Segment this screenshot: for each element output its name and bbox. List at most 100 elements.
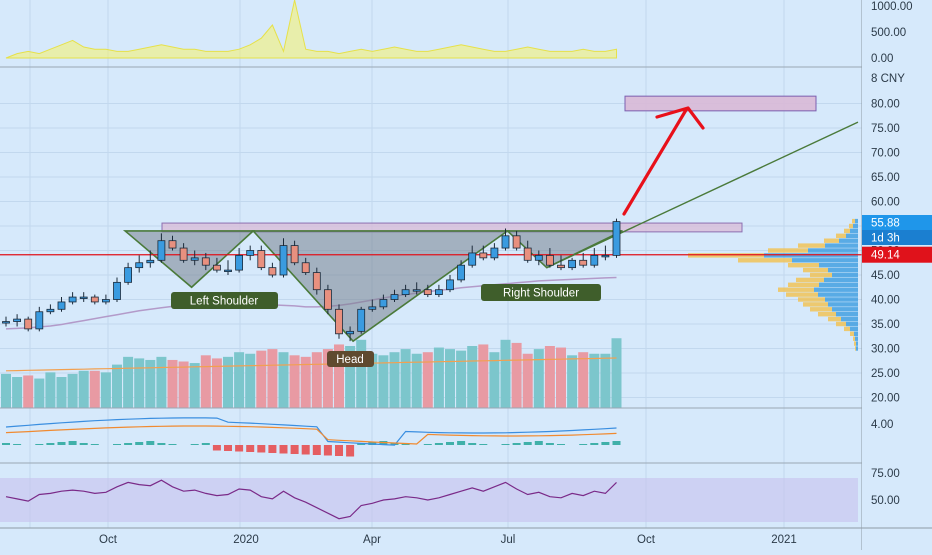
volume-bar — [167, 359, 178, 408]
candle-body — [102, 299, 110, 303]
volume-profile-bar — [810, 307, 832, 312]
volume-bar — [278, 352, 289, 408]
countdown-tag — [862, 230, 932, 245]
volume-bar — [112, 364, 122, 408]
price-unit-label: 8 CNY — [871, 73, 905, 85]
candle-body — [390, 294, 399, 300]
volume-profile-bar — [803, 302, 828, 307]
volume-bar — [211, 358, 222, 408]
volume-profile-bar — [853, 336, 855, 341]
volume-profile-bar — [850, 326, 858, 332]
candle-body — [212, 264, 221, 271]
volume-bar — [245, 353, 256, 408]
volume-bar — [345, 346, 356, 408]
candle-body — [568, 259, 576, 269]
macd-histogram-bar — [57, 442, 66, 445]
volume-profile-bar — [825, 243, 858, 248]
macd-histogram-bar — [323, 445, 332, 456]
rsi-tick-label: 50.00 — [871, 495, 900, 507]
volume-bar — [145, 359, 156, 408]
volume-bar — [300, 356, 311, 408]
macd-histogram-bar — [557, 444, 565, 445]
time-axis[interactable]: Oct 2020 Apr Jul Oct 2021 — [99, 534, 797, 546]
price-tick-label: 60.00 — [871, 197, 900, 209]
volume-bar — [567, 355, 578, 408]
candle-body — [257, 250, 266, 269]
candle-body — [423, 289, 432, 296]
candle-body — [546, 254, 554, 266]
volume-profile-bar — [778, 287, 814, 292]
volume-profile-bar — [796, 277, 824, 283]
candle-body — [412, 289, 421, 292]
macd-histogram-bar — [446, 442, 454, 445]
volume-profile-bar — [852, 218, 855, 224]
macd-histogram-bar — [224, 445, 232, 451]
volume-profile-bar — [819, 263, 858, 268]
volume-bar — [134, 358, 145, 408]
volume-bar — [378, 355, 389, 408]
resistance-price-label: 49.14 — [871, 250, 900, 262]
candle-body — [279, 245, 288, 276]
macd-histogram-bar — [512, 443, 521, 445]
macd-histogram-bar — [457, 441, 466, 445]
macd-histogram-bar — [335, 445, 343, 456]
candle-body — [579, 259, 588, 266]
macd-histogram-bar — [190, 444, 199, 445]
candle-body — [68, 296, 77, 303]
macd-pane — [2, 417, 621, 457]
price-axis[interactable]: 80.0075.0070.0065.0060.0055.0050.0045.00… — [862, 0, 932, 550]
price-tick-label: 65.00 — [871, 172, 900, 184]
macd-histogram-bar — [13, 444, 22, 445]
left-shoulder-label: Left Shoulder — [190, 296, 259, 308]
volume-bar — [100, 372, 111, 408]
candle-body — [557, 264, 565, 269]
volume-profile-bar — [836, 312, 858, 317]
volume-profile-bar — [768, 248, 808, 253]
volume-profile-bar — [850, 228, 858, 234]
volume-profile-bar — [818, 312, 836, 317]
candle-body — [501, 235, 510, 249]
macd-histogram-bar — [468, 443, 477, 445]
macd-histogram-bar — [68, 441, 77, 445]
indicator-area — [5, 0, 617, 59]
candles — [2, 218, 621, 342]
candle-body — [35, 311, 44, 330]
macd-histogram-bar — [346, 445, 355, 457]
candle-body — [468, 252, 477, 266]
volume-profile-bar — [824, 238, 839, 243]
volume-profile-bar — [798, 297, 825, 302]
volume-profile-bar — [814, 287, 858, 292]
volume-profile-bar — [803, 267, 828, 273]
resistance-price-tag — [862, 246, 932, 263]
price-tick-label: 75.00 — [871, 123, 900, 135]
volume-bars — [1, 338, 622, 408]
time-tick-label: 2021 — [771, 534, 797, 546]
time-tick-label: Jul — [501, 534, 516, 546]
macd-histogram-bar — [534, 441, 543, 445]
volume-bar — [356, 339, 367, 408]
candle-body — [335, 308, 343, 335]
candle-body — [379, 299, 388, 308]
volume-bar — [578, 352, 589, 408]
price-axis-background — [862, 0, 932, 550]
candle-body — [13, 318, 22, 322]
volume-profile-bar — [855, 336, 858, 341]
current-price-tag — [862, 215, 932, 230]
price-tick-label: 35.00 — [871, 319, 900, 331]
volume-bar — [1, 373, 11, 408]
candle-body — [446, 279, 454, 291]
volume-bar — [234, 352, 245, 408]
candle-body — [46, 308, 55, 313]
candle-body — [190, 257, 199, 261]
macd-histogram-bar — [201, 443, 210, 445]
macd-histogram-bar — [390, 443, 399, 445]
volume-profile-bar — [828, 302, 858, 307]
volume-bar — [45, 372, 56, 408]
macd-histogram-bar — [90, 444, 99, 445]
volume-profile-bar — [788, 263, 819, 268]
volume-indicator-pane — [5, 0, 617, 59]
macd-histogram-bar — [46, 443, 55, 445]
rsi-line — [5, 479, 617, 520]
